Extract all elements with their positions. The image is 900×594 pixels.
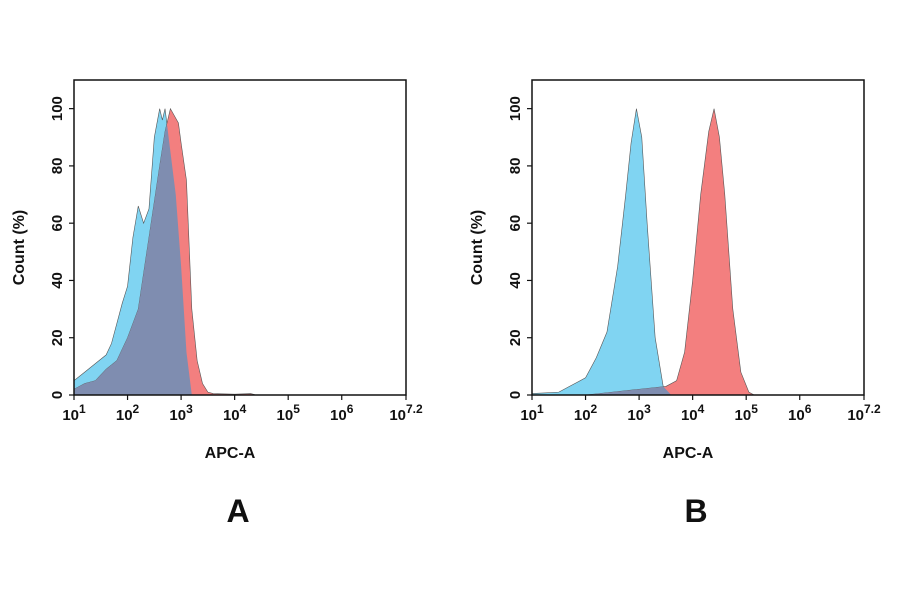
x-tick-exponent: 5 — [751, 402, 758, 416]
y-axis-label: Count (%) — [469, 210, 486, 286]
y-tick-label: 80 — [49, 158, 66, 175]
x-tick-base: 10 — [330, 407, 347, 424]
x-tick-label: 104 — [681, 402, 705, 424]
x-tick-label: 106 — [330, 402, 354, 424]
x-tick-base: 10 — [116, 407, 133, 424]
x-axis-label: APC-A — [205, 445, 256, 462]
y-tick-label: 20 — [507, 329, 524, 346]
overlap-area — [74, 124, 192, 395]
panel-label: A — [226, 493, 249, 529]
x-tick-base: 10 — [735, 407, 752, 424]
y-tick-label: 40 — [49, 272, 66, 289]
panel-label: B — [684, 493, 707, 529]
x-tick-label: 107.2 — [389, 402, 423, 424]
x-tick-exponent: 3 — [644, 402, 651, 416]
plot-frame — [531, 79, 865, 396]
x-tick-label: 104 — [223, 402, 247, 424]
y-tick-label: 100 — [507, 96, 524, 121]
x-tick-exponent: 4 — [240, 402, 247, 416]
x-tick-base: 10 — [627, 407, 644, 424]
y-tick-label: 60 — [507, 215, 524, 232]
x-axis-label: APC-A — [663, 445, 714, 462]
overlap-area — [585, 386, 672, 395]
y-tick-label: 20 — [49, 329, 66, 346]
x-tick-base: 10 — [169, 407, 186, 424]
x-tick-base: 10 — [574, 407, 591, 424]
x-tick-label: 101 — [62, 402, 86, 424]
x-tick-base: 10 — [223, 407, 240, 424]
x-tick-exponent: 4 — [698, 402, 705, 416]
x-tick-exponent: 1 — [79, 402, 86, 416]
x-tick-base: 10 — [847, 407, 864, 424]
x-tick-base: 10 — [389, 407, 406, 424]
y-tick-label: 0 — [49, 391, 66, 399]
x-tick-base: 10 — [681, 407, 698, 424]
x-tick-label: 105 — [735, 402, 759, 424]
y-tick-label: 0 — [507, 391, 524, 399]
x-tick-label: 105 — [277, 402, 301, 424]
x-tick-exponent: 7.2 — [406, 402, 423, 416]
x-tick-label: 103 — [627, 402, 651, 424]
x-tick-base: 10 — [788, 407, 805, 424]
x-tick-label: 102 — [116, 402, 140, 424]
x-tick-exponent: 5 — [293, 402, 300, 416]
histogram-series-1 — [531, 108, 672, 396]
y-tick-label: 100 — [49, 96, 66, 121]
x-tick-label: 101 — [520, 402, 544, 424]
x-tick-label: 107.2 — [847, 402, 881, 424]
y-tick-label: 40 — [507, 272, 524, 289]
x-tick-exponent: 1 — [537, 402, 544, 416]
x-tick-exponent: 6 — [805, 402, 812, 416]
y-tick-label: 80 — [507, 158, 524, 175]
y-tick-label: 60 — [49, 215, 66, 232]
x-tick-exponent: 6 — [347, 402, 354, 416]
x-tick-exponent: 2 — [591, 402, 598, 416]
plot-frame — [73, 79, 407, 396]
x-tick-base: 10 — [277, 407, 294, 424]
x-tick-exponent: 7.2 — [864, 402, 881, 416]
x-tick-exponent: 2 — [133, 402, 140, 416]
x-tick-label: 106 — [788, 402, 812, 424]
x-tick-label: 102 — [574, 402, 598, 424]
y-axis-label: Count (%) — [11, 210, 28, 286]
x-tick-base: 10 — [520, 407, 537, 424]
x-tick-base: 10 — [62, 407, 79, 424]
x-tick-exponent: 3 — [186, 402, 193, 416]
x-tick-label: 103 — [169, 402, 193, 424]
